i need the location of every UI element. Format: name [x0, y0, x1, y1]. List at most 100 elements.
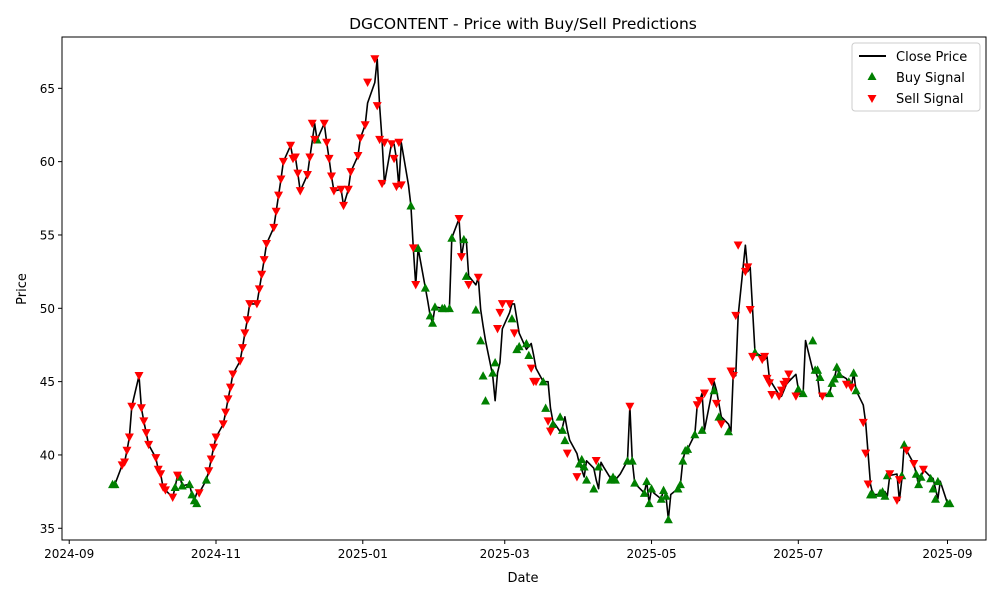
sell-signal-marker	[760, 352, 770, 362]
buy-signal-marker	[678, 456, 688, 465]
sell-signal-marker	[497, 300, 507, 309]
sell-signal-marker	[495, 308, 505, 318]
sell-signal-marker	[327, 172, 336, 181]
y-tick-label: 60	[40, 155, 55, 169]
buy-signal-marker	[185, 479, 195, 489]
buy-signal-marker	[420, 283, 430, 292]
sell-signal-marker	[707, 377, 717, 387]
buy-signal-marker	[724, 426, 734, 436]
buy-signal-marker	[916, 472, 926, 481]
sell-signal-marker	[228, 370, 238, 379]
buy-signal-marker	[170, 482, 180, 492]
sell-signal-marker	[254, 285, 264, 294]
buy-signal-marker	[627, 456, 637, 465]
buy-signal-marker	[834, 369, 844, 379]
buy-signal-marker	[514, 341, 524, 351]
buy-signal-marker	[476, 336, 486, 345]
sell-signal-marker	[781, 377, 791, 387]
sell-signal-marker	[194, 489, 204, 498]
sell-signal-marker	[526, 364, 536, 373]
sell-signal-marker	[120, 458, 130, 467]
buy-signal-marker	[558, 425, 567, 434]
buy-signal-marker	[813, 365, 823, 374]
sell-signal-marker	[322, 138, 332, 148]
sell-signal-marker	[863, 480, 873, 489]
sell-signal-marker	[909, 459, 919, 469]
sell-signal-marker	[240, 329, 250, 338]
plot-frame	[61, 36, 987, 541]
sell-signal-marker	[204, 467, 214, 476]
sell-signal-marker	[353, 151, 363, 161]
sell-signal-marker	[134, 371, 144, 381]
buy-signal-marker	[413, 243, 423, 252]
sell-signal-marker	[235, 357, 245, 366]
buy-signal-marker	[930, 494, 940, 503]
sell-signal-marker	[375, 135, 385, 145]
buy-signal-marker	[933, 476, 943, 486]
buy-signal-marker	[541, 403, 551, 412]
buy-signal-marker	[577, 454, 587, 464]
buy-signal-marker	[524, 350, 534, 360]
sell-signal-marker	[454, 215, 464, 224]
legend-box	[851, 42, 981, 112]
plot-area	[108, 55, 955, 524]
sell-signal-marker	[360, 121, 370, 130]
x-axis: 2024-09 2024-11 2025-01 2025-03 2025-05 2025-…	[44, 540, 973, 561]
legend-label-close: Close Price	[896, 50, 967, 65]
sell-signal-marker	[257, 270, 267, 280]
sell-signal-marker	[762, 374, 772, 384]
sell-signal-marker	[699, 389, 709, 398]
buy-signal-marker	[647, 484, 657, 493]
sell-signal-marker	[396, 181, 406, 190]
sell-signal-marker	[343, 185, 353, 195]
buy-signal-marker	[808, 336, 818, 345]
sell-signal-marker	[493, 325, 503, 334]
sell-signal-marker	[389, 154, 399, 164]
buy-signal-marker	[488, 368, 498, 377]
chart-title: DGCONTENT - Price with Buy/Sell Predicti…	[349, 15, 697, 33]
buy-signal-marker	[428, 318, 438, 327]
buy-signal-marker	[521, 338, 531, 348]
sell-signal-marker	[346, 168, 356, 177]
sell-signal-marker	[394, 138, 404, 148]
buy-signal-marker	[201, 475, 211, 484]
buy-signal-marker	[574, 459, 584, 468]
buy-signal-marker	[825, 388, 835, 398]
sell-signal-marker	[918, 465, 928, 475]
buy-signal-marker	[639, 488, 649, 497]
y-tick-label: 35	[40, 522, 55, 536]
sell-signal-marker	[276, 175, 286, 184]
buy-signal-marker	[914, 479, 924, 489]
sell-signal-marker	[211, 433, 221, 442]
buy-signal-marker	[459, 234, 469, 244]
x-axis-label: Date	[507, 571, 538, 586]
buy-signal-marker	[697, 425, 707, 434]
buy-signal-marker	[461, 271, 471, 280]
x-tick-label: 2025-03	[480, 547, 530, 561]
x-tick-label: 2025-01	[338, 547, 388, 561]
buy-signal-marker	[832, 362, 842, 371]
sell-signal-marker	[784, 370, 794, 379]
sell-signal-marker	[370, 55, 380, 64]
buy-signal-marker	[829, 374, 839, 383]
buy-signal-marker	[926, 473, 936, 483]
legend-label-buy: Buy Signal	[896, 71, 965, 86]
sell-signal-marker	[531, 377, 541, 387]
sell-signal-marker	[411, 281, 421, 290]
sell-signal-marker	[286, 141, 296, 151]
buy-signal-marker	[675, 479, 685, 489]
y-tick-label: 65	[40, 82, 55, 96]
buy-signal-marker	[793, 384, 803, 393]
sell-signal-marker	[259, 256, 269, 265]
buy-signal-marker	[673, 484, 683, 493]
sell-signal-marker	[237, 344, 247, 353]
buy-signal-marker	[594, 462, 604, 471]
buy-signal-marker	[945, 498, 955, 508]
sell-signal-marker	[731, 311, 741, 321]
sell-signal-marker	[572, 473, 582, 482]
sell-signal-marker	[363, 78, 373, 87]
buy-signal-marker	[555, 412, 565, 421]
sell-signal-marker	[456, 253, 466, 262]
sell-signal-marker	[726, 367, 736, 376]
sell-signal-marker	[324, 154, 334, 164]
